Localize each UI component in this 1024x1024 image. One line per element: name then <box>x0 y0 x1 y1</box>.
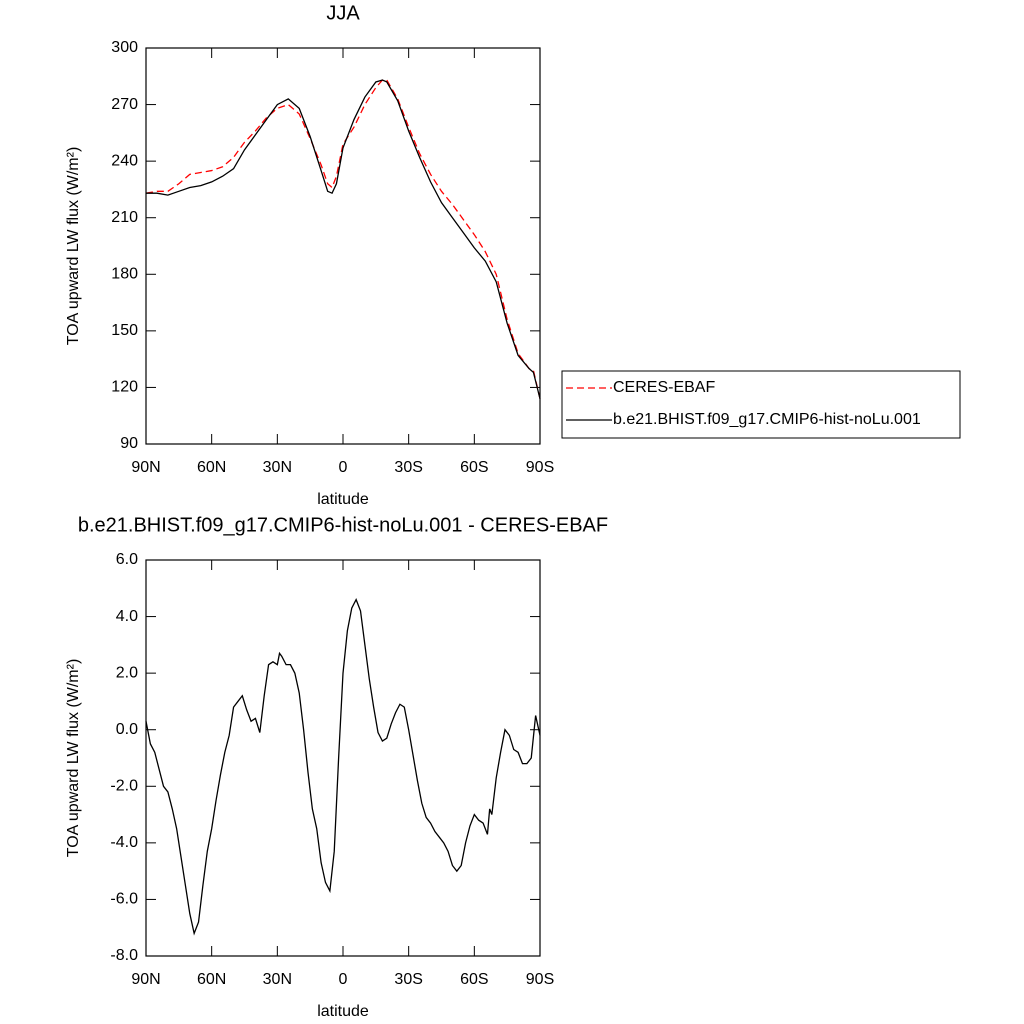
x-tick-label: 60N <box>197 459 226 476</box>
x-tick-label: 0 <box>339 459 348 476</box>
legend-box <box>561 370 961 439</box>
legend-label: CERES-EBAF <box>613 379 715 396</box>
y-tick-label: 300 <box>111 39 138 56</box>
data-line <box>146 79 541 399</box>
x-tick-label: 90N <box>131 459 160 476</box>
y-tick-label: 2.0 <box>116 664 138 681</box>
plot-frame <box>145 47 541 445</box>
x-tick-label: 90S <box>526 459 554 476</box>
x-tick-label: 90N <box>131 971 160 988</box>
x-tick-label: 60S <box>460 459 488 476</box>
y-tick-label: -2.0 <box>110 778 138 795</box>
y-tick-label: 180 <box>111 266 138 283</box>
x-tick-label: 30S <box>394 459 422 476</box>
chart-title: b.e21.BHIST.f09_g17.CMIP6-hist-noLu.001 … <box>78 514 608 536</box>
chart-title: JJA <box>326 2 360 24</box>
y-tick-label: -4.0 <box>110 834 138 851</box>
x-tick-label: 30N <box>263 971 292 988</box>
plot-frame <box>145 559 541 957</box>
x-tick-label: 30N <box>263 459 292 476</box>
x-axis-label: latitude <box>317 1003 369 1020</box>
y-axis-label: TOA upward LW flux (W/m²) <box>65 147 82 346</box>
x-tick-label: 60S <box>460 971 488 988</box>
y-tick-label: 150 <box>111 322 138 339</box>
x-tick-label: 30S <box>394 971 422 988</box>
data-line <box>145 79 541 399</box>
x-tick-label: 60N <box>197 971 226 988</box>
y-tick-label: 90 <box>120 435 138 452</box>
y-tick-label: 210 <box>111 209 138 226</box>
data-line <box>145 598 541 936</box>
y-tick-label: 120 <box>111 379 138 396</box>
legend-label: b.e21.BHIST.f09_g17.CMIP6-hist-noLu.001 <box>613 411 921 428</box>
y-tick-label: 240 <box>111 152 138 169</box>
y-axis-label: TOA upward LW flux (W/m²) <box>65 659 82 858</box>
x-tick-label: 90S <box>526 971 554 988</box>
x-axis-label: latitude <box>317 491 369 508</box>
y-tick-label: -6.0 <box>110 891 138 908</box>
x-tick-label: 0 <box>339 971 348 988</box>
y-tick-label: 0.0 <box>116 721 138 738</box>
y-tick-label: 270 <box>111 96 138 113</box>
y-tick-label: 6.0 <box>116 551 138 568</box>
y-tick-label: -8.0 <box>110 947 138 964</box>
y-tick-label: 4.0 <box>116 608 138 625</box>
